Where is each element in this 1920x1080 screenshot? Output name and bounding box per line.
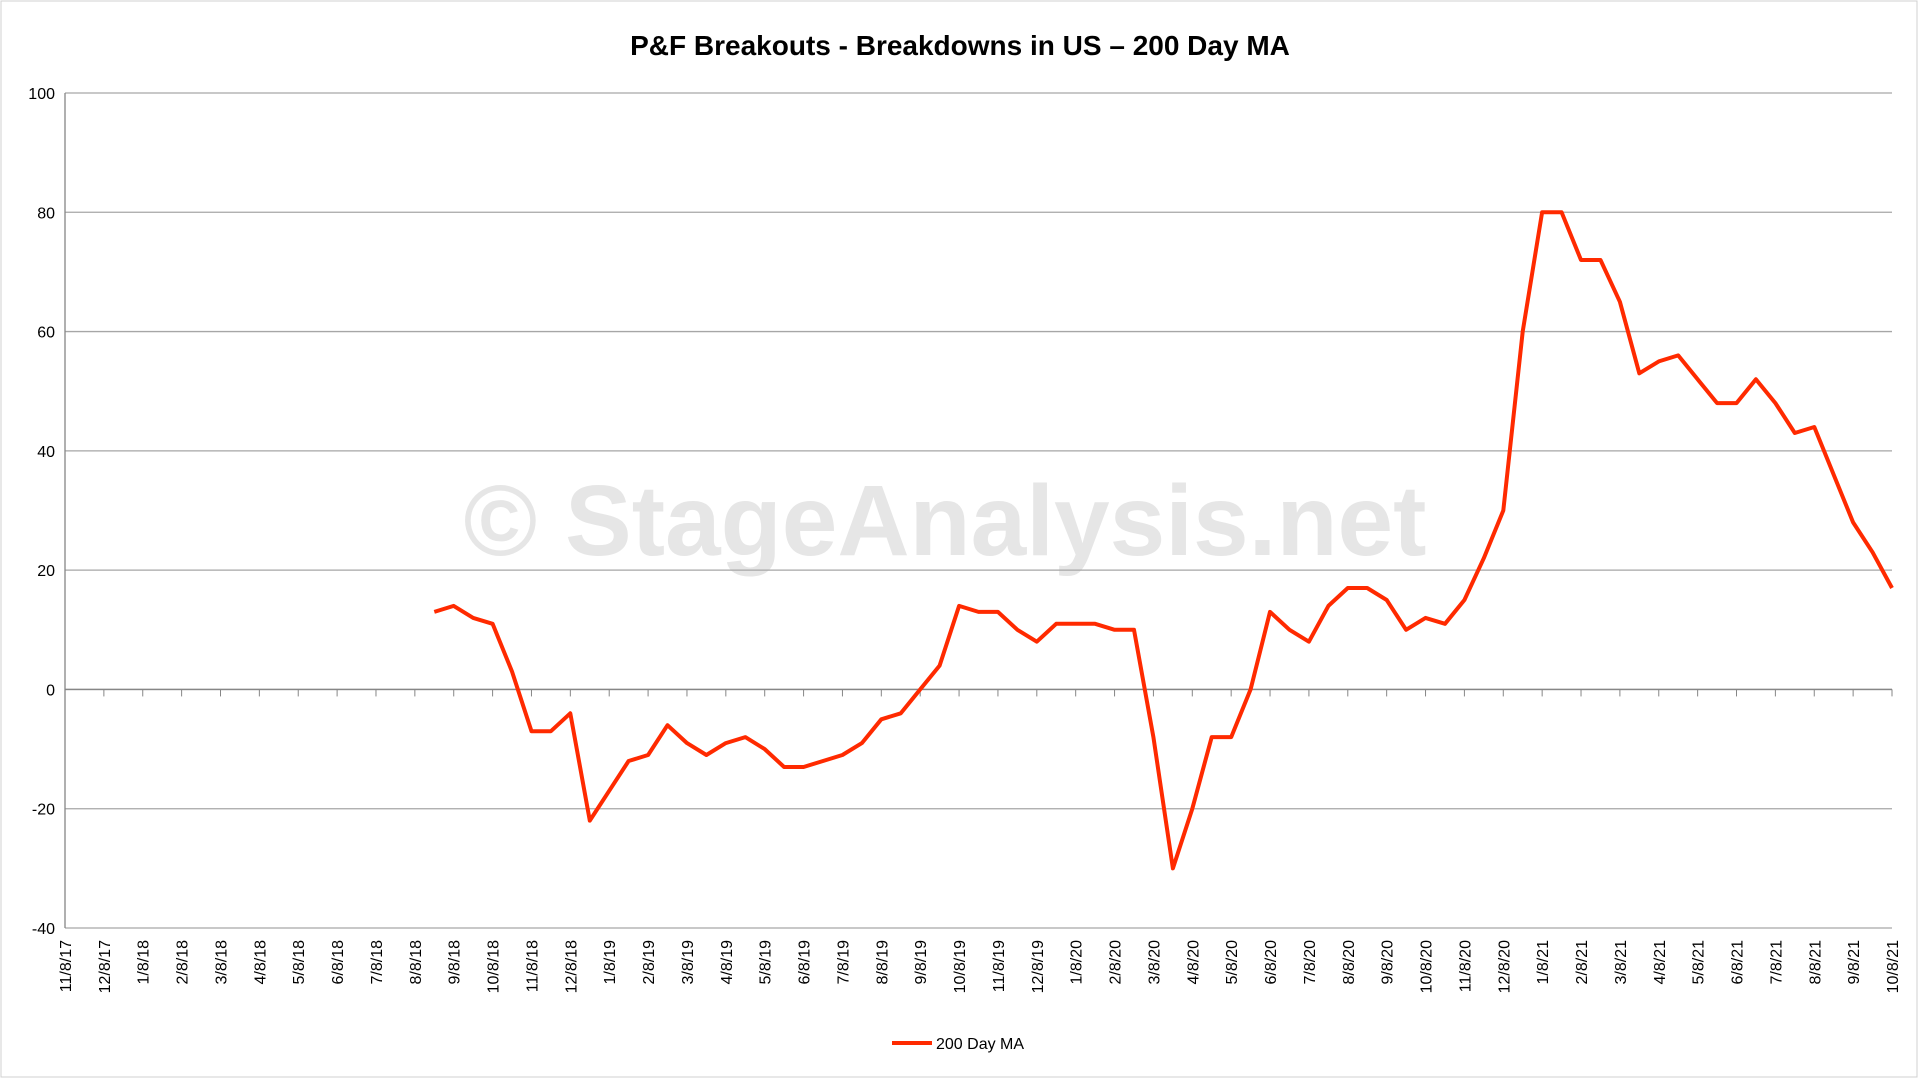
data-line bbox=[433, 210, 1894, 871]
x-tick-label: 6/8/19 bbox=[797, 940, 814, 985]
x-tick-label: 2/8/18 bbox=[175, 940, 192, 985]
x-tick-label: 6/8/21 bbox=[1730, 940, 1747, 985]
x-tick-label: 8/8/21 bbox=[1807, 940, 1824, 985]
x-tick-label: 3/8/21 bbox=[1613, 940, 1630, 985]
y-tick-label: 0 bbox=[46, 682, 55, 699]
x-tick-label: 4/8/20 bbox=[1185, 940, 1202, 985]
watermark: © StageAnalysis.net bbox=[464, 465, 1427, 577]
x-tick-label: 9/8/20 bbox=[1380, 940, 1397, 985]
x-tick-label: 5/8/19 bbox=[758, 940, 775, 985]
x-tick-label: 12/8/20 bbox=[1496, 940, 1513, 993]
x-tick-label: 9/8/19 bbox=[913, 940, 930, 985]
legend-label: 200 Day MA bbox=[936, 1036, 1024, 1053]
y-tick-label: -40 bbox=[32, 921, 55, 938]
y-tick-label: 40 bbox=[37, 444, 55, 461]
x-tick-label: 2/8/20 bbox=[1108, 940, 1125, 985]
x-tick-label: 11/8/17 bbox=[58, 940, 75, 992]
x-tick-label: 12/8/17 bbox=[97, 940, 114, 993]
x-tick-label: 6/8/20 bbox=[1263, 940, 1280, 985]
x-tick-label: 5/8/21 bbox=[1691, 940, 1708, 985]
x-tick-label: 8/8/18 bbox=[408, 940, 425, 985]
y-tick-label: -20 bbox=[32, 802, 55, 819]
x-tick-label: 12/8/18 bbox=[563, 940, 580, 993]
x-tick-label: 3/8/20 bbox=[1146, 940, 1163, 985]
x-tick-label: 10/8/18 bbox=[486, 940, 503, 993]
x-tick-label: 11/8/20 bbox=[1457, 940, 1474, 992]
x-tick-label: 4/8/19 bbox=[719, 940, 736, 985]
x-tick-label: 2/8/19 bbox=[641, 940, 658, 985]
y-tick-label: 100 bbox=[28, 86, 55, 103]
x-tick-label: 5/8/20 bbox=[1224, 940, 1241, 985]
x-tick-label: 11/8/19 bbox=[991, 940, 1008, 992]
x-tick-label: 8/8/19 bbox=[874, 940, 891, 985]
x-tick-label: 2/8/21 bbox=[1574, 940, 1591, 985]
chart-title: P&F Breakouts - Breakdowns in US – 200 D… bbox=[630, 30, 1290, 61]
x-tick-label: 7/8/19 bbox=[835, 940, 852, 985]
x-tick-label: 8/8/20 bbox=[1341, 940, 1358, 985]
x-tick-label: 3/8/18 bbox=[213, 940, 230, 985]
y-tick-label: 20 bbox=[37, 563, 55, 580]
x-tick-label: 10/8/21 bbox=[1885, 940, 1902, 993]
x-tick-label: 7/8/18 bbox=[369, 940, 386, 985]
x-tick-label: 4/8/18 bbox=[252, 940, 269, 985]
x-tick-label: 10/8/19 bbox=[952, 940, 969, 993]
x-tick-label: 7/8/21 bbox=[1768, 940, 1785, 985]
x-tick-label: 1/8/18 bbox=[136, 940, 153, 985]
x-tick-label: 1/8/21 bbox=[1535, 940, 1552, 985]
x-tick-label: 1/8/19 bbox=[602, 940, 619, 985]
x-tick-label: 7/8/20 bbox=[1302, 940, 1319, 985]
x-tick-label: 12/8/19 bbox=[1030, 940, 1047, 993]
x-tick-label: 5/8/18 bbox=[291, 940, 308, 985]
x-tick-label: 4/8/21 bbox=[1652, 940, 1669, 985]
x-tick-label: 11/8/18 bbox=[524, 940, 541, 992]
x-tick-label: 1/8/20 bbox=[1069, 940, 1086, 985]
x-tick-label: 9/8/18 bbox=[447, 940, 464, 985]
x-tick-label: 6/8/18 bbox=[330, 940, 347, 985]
x-tick-label: 3/8/19 bbox=[680, 940, 697, 985]
y-tick-label: 60 bbox=[37, 325, 55, 342]
x-tick-label: 9/8/21 bbox=[1846, 940, 1863, 985]
y-tick-label: 80 bbox=[37, 205, 55, 222]
x-tick-label: 10/8/20 bbox=[1419, 940, 1436, 993]
